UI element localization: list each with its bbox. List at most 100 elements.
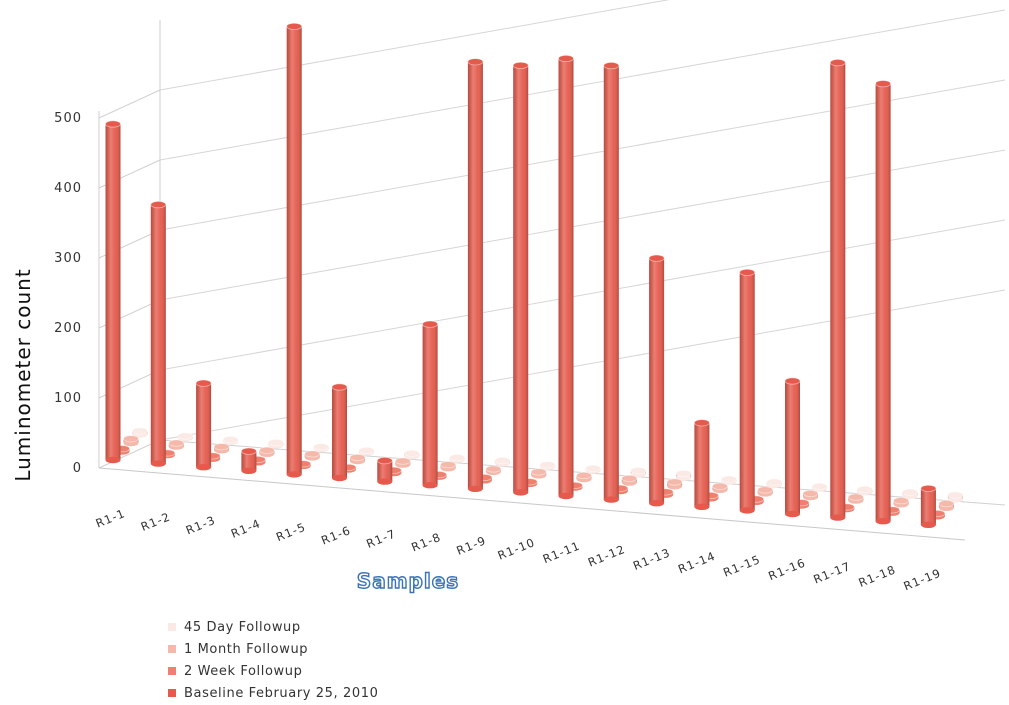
y-tick-label: 200 <box>54 321 82 336</box>
x-category-label: R1-15 <box>721 552 762 580</box>
bar <box>603 61 620 503</box>
x-category-label: R1-16 <box>766 555 807 583</box>
x-category-label: R1-9 <box>454 533 488 558</box>
grid-layer <box>98 0 1006 541</box>
bar <box>847 493 864 504</box>
x-category-label: R1-19 <box>902 566 943 594</box>
bar-top <box>105 120 121 128</box>
bar-top <box>258 446 275 454</box>
x-category-label: R1-1 <box>94 506 128 531</box>
bar <box>666 478 683 490</box>
bar-top <box>648 254 665 262</box>
bar-top <box>150 201 167 209</box>
bar-top <box>576 471 592 480</box>
legend-label: Baseline February 25, 2010 <box>184 686 378 701</box>
bar <box>222 435 239 445</box>
bar-base <box>467 485 483 492</box>
bar-top <box>168 439 185 447</box>
legend-swatch <box>168 623 176 631</box>
bar-base <box>558 492 574 500</box>
bar-base <box>694 503 710 510</box>
bar-shading <box>558 58 574 496</box>
x-category-label: R1-12 <box>586 542 627 570</box>
bar <box>648 254 665 507</box>
x-axis-title: Samples <box>357 569 459 593</box>
bar <box>694 419 710 510</box>
bar-shading <box>286 26 302 475</box>
x-category-label: R1-7 <box>364 526 398 551</box>
bar-top <box>123 435 139 443</box>
y-tick-label: 0 <box>73 461 82 476</box>
bar-top <box>856 485 873 493</box>
bar <box>558 54 574 500</box>
bar-base <box>603 496 619 503</box>
bar-base <box>332 474 347 482</box>
legend-swatch <box>168 645 176 653</box>
bar-top <box>213 443 230 451</box>
bar <box>757 486 774 497</box>
bar-top <box>694 419 710 427</box>
bar-top <box>875 80 891 88</box>
bar-top <box>802 489 819 498</box>
y-tick-label: 100 <box>54 391 82 406</box>
bar <box>530 468 547 479</box>
bar <box>304 450 321 461</box>
bar <box>240 447 257 474</box>
bar-top <box>267 438 284 447</box>
bar-shading <box>150 204 166 464</box>
bar-top <box>539 461 556 469</box>
bar-top <box>721 475 737 483</box>
x-category-label: R1-18 <box>856 562 897 590</box>
bar-base <box>286 471 302 478</box>
bar-shading <box>830 62 846 518</box>
bar <box>258 446 275 457</box>
bar-top <box>558 54 574 63</box>
bar-top <box>757 486 774 494</box>
bar-base <box>150 460 166 467</box>
bar-base <box>739 507 755 514</box>
bar <box>829 58 846 521</box>
bar-top <box>177 432 194 440</box>
bar-top <box>449 453 466 462</box>
bar-top <box>467 58 484 66</box>
bar <box>440 461 457 472</box>
bar <box>920 484 937 528</box>
bar-shading <box>422 324 438 486</box>
y-tick-label: 300 <box>54 251 82 266</box>
x-category-label: R1-13 <box>631 545 672 573</box>
bar <box>267 438 284 449</box>
bar-top <box>621 474 638 482</box>
legend: 45 Day Followup 1 Month Followup 2 Week Fo… <box>168 620 378 701</box>
bar-base <box>649 500 665 507</box>
bar-top <box>494 456 511 465</box>
bar-base <box>920 521 936 528</box>
bar-top <box>847 493 864 501</box>
bar <box>802 489 819 501</box>
bar-top <box>712 482 728 490</box>
bar-top <box>530 468 547 476</box>
bar-shading <box>105 124 121 460</box>
bar-top <box>512 61 529 70</box>
bar-top <box>485 465 502 473</box>
bar-base <box>241 467 257 474</box>
x-category-label: R1-3 <box>184 513 218 538</box>
bar-top <box>739 268 756 276</box>
x-category-label: R1-17 <box>811 559 852 587</box>
bar-top <box>358 446 375 454</box>
bar <box>875 80 891 525</box>
bar <box>512 61 529 496</box>
bar <box>485 465 502 475</box>
bar-shading <box>785 381 800 514</box>
bar-top <box>195 379 212 387</box>
bar <box>394 457 411 468</box>
bar-shading <box>467 61 483 489</box>
bar-shading <box>332 387 347 478</box>
bar-layer <box>105 22 964 528</box>
bar <box>811 482 828 492</box>
x-category-label: R1-14 <box>676 549 717 577</box>
y-axis-ticks: 0 100 200 300 400 500 <box>54 111 82 476</box>
bar <box>123 435 139 447</box>
bar-top <box>304 450 321 458</box>
bar-shading <box>920 488 936 525</box>
